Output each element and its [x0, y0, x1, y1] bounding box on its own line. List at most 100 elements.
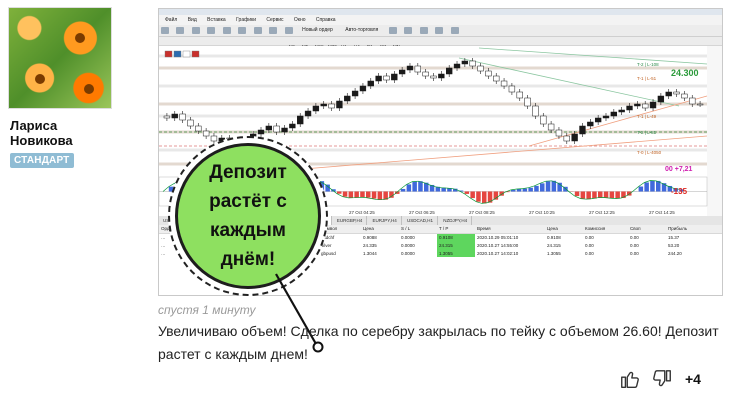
table-cell: 2020.10.27 14:02:10 [477, 250, 519, 256]
callout-pointer [275, 273, 324, 353]
column-header: Своп [628, 225, 666, 234]
trend-line [458, 57, 680, 107]
oscillator-bar [331, 189, 336, 192]
candle-body [696, 103, 704, 106]
table-cell: … [161, 250, 166, 256]
toolbar-icon [450, 27, 459, 34]
candle-body [587, 121, 594, 127]
candle-body [602, 115, 610, 119]
terminal-toolbar: Новый ордер Авто-торговля [159, 25, 722, 37]
oscillator-bar [679, 189, 684, 192]
candle-body [594, 117, 602, 123]
oscillator-bar [464, 191, 470, 194]
oscillator-bar [650, 180, 655, 192]
candle-body [461, 60, 469, 65]
level-label: T-1 | L-49 [637, 114, 657, 119]
oscillator-bar [661, 183, 667, 192]
candle-body [579, 125, 586, 135]
table-cell: gbpusd [321, 250, 336, 256]
menu-item: Вставка [207, 17, 226, 23]
oscillator-bar [482, 191, 487, 204]
table-cell: 0.9108 [547, 234, 561, 240]
table-cell: silver [321, 242, 332, 248]
level-label: T-2 | L-81 [637, 130, 657, 135]
candle-body [500, 80, 508, 87]
time-axis-label: 27 Oct 14:25 [649, 210, 675, 215]
oscillator-bar [505, 191, 510, 193]
candle-body [673, 91, 680, 95]
toolbar-icon [253, 27, 262, 34]
oscillator-bar [551, 180, 557, 192]
table-cell: 24.315 [437, 241, 475, 249]
author-badge: СТАНДАРТ [10, 153, 74, 168]
column-header: S / L [399, 225, 437, 234]
table-cell: 0.00 [630, 242, 639, 248]
oscillator-bar [453, 188, 458, 192]
table-cell: 53.20 [668, 242, 680, 248]
candle-body [516, 91, 523, 99]
candle-body [289, 123, 296, 129]
chart-tab: NZDJPY,H4 [439, 216, 473, 225]
candle-body [320, 103, 327, 107]
candle-body [469, 60, 476, 67]
thumbs-down-icon[interactable] [651, 368, 673, 390]
oscillator-bar [168, 186, 174, 192]
table-cell: 1.3044 [363, 250, 377, 256]
table-cell: 1.3055 [547, 250, 561, 256]
table-cell: … [161, 242, 166, 248]
table-cell: 2020.10.29 05:01:10 [477, 234, 519, 240]
candle-body [618, 109, 625, 113]
table-cell: 1.3055 [437, 249, 475, 257]
candle-body [195, 125, 202, 132]
menu-item: Графики [236, 17, 256, 23]
oscillator-bar [522, 188, 528, 192]
oscillator-bar [493, 191, 499, 200]
thumbs-up-icon[interactable] [619, 368, 641, 390]
oscillator-bar [441, 187, 446, 192]
candle-body [665, 91, 672, 97]
candle-body [453, 63, 461, 69]
autotrade-label: Авто-торговля [345, 27, 379, 33]
oscillator-bar [366, 191, 371, 198]
table-cell: 0.0000 [401, 242, 415, 248]
column-header: Символ [319, 225, 361, 234]
oscillator-bar [598, 191, 603, 198]
oscillator-bar [627, 191, 632, 196]
oscillator-bar [395, 191, 400, 194]
menu-item: Файл [165, 17, 178, 23]
avatar[interactable] [8, 7, 112, 109]
candle-body [328, 103, 335, 109]
toolbar-icon [404, 27, 413, 34]
candle-body [634, 103, 641, 107]
oscillator-bar [406, 184, 412, 192]
oscillator-bar [499, 191, 504, 196]
candle-body [540, 115, 547, 125]
candle-body [610, 111, 618, 117]
candle-body [649, 101, 657, 109]
table-cell: 0.0000 [401, 234, 415, 240]
candle-body [524, 97, 531, 107]
chart-tab: USDCAD,H1 [403, 216, 438, 225]
chart-tab: EURGBP,H4 [333, 216, 368, 225]
candle-body [689, 97, 696, 105]
oscillator-bar [580, 191, 586, 199]
candle-body [547, 123, 555, 131]
oscillator-bar [418, 181, 423, 192]
column-header: T / P [437, 225, 475, 234]
toolbar-icon [238, 27, 247, 34]
level-label: T-1 | L-51 [637, 76, 657, 81]
candle-body [297, 115, 304, 125]
author-name[interactable]: Лариса Новикова [10, 118, 73, 148]
oscillator-bar [557, 182, 562, 192]
table-cell: 0.00 [630, 234, 639, 240]
column-header: Цена [361, 225, 399, 234]
menu-item: Вид [187, 17, 197, 23]
column-header: Время [475, 225, 545, 234]
candle-body [414, 65, 421, 73]
trend-line [478, 47, 708, 65]
oscillator-bar [656, 180, 661, 192]
oscillator-bar [383, 191, 388, 200]
candle-body [398, 69, 406, 75]
table-cell: 0.00 [585, 234, 594, 240]
oscillator-bar [389, 191, 394, 198]
